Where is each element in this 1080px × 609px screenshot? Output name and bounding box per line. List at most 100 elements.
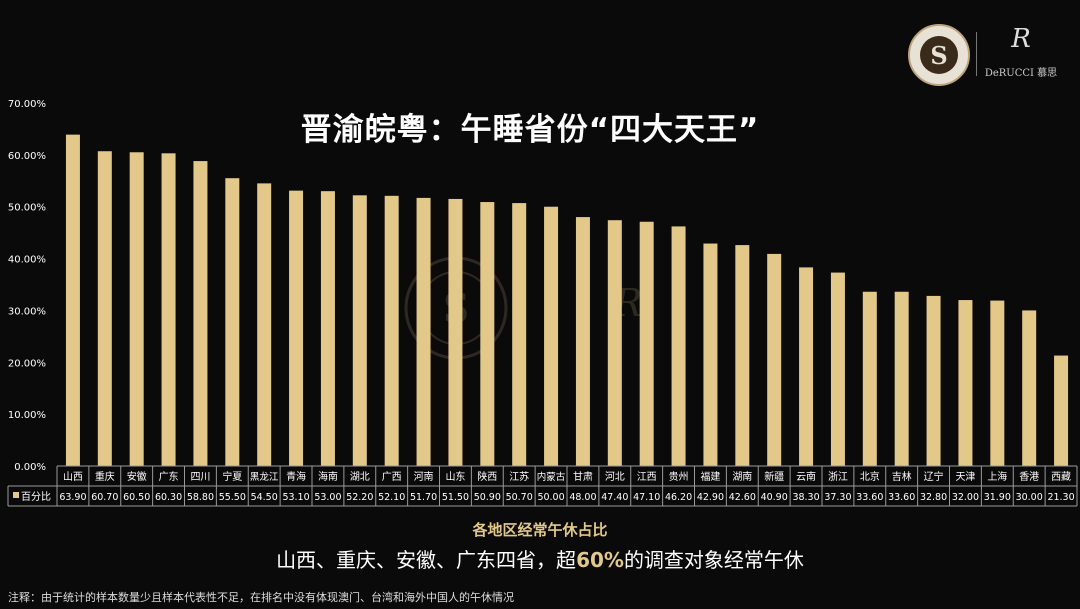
x-tick-label: 四川 — [190, 472, 210, 483]
data-label: 33.60 — [888, 492, 915, 503]
y-tick-label: 10.00% — [8, 410, 46, 421]
bars — [65, 134, 1069, 467]
data-label: 50.70 — [506, 492, 533, 503]
data-label: 60.50 — [123, 492, 150, 503]
bar — [65, 134, 80, 466]
x-tick-label: 宁夏 — [222, 470, 242, 483]
bar — [129, 152, 144, 466]
x-tick-label: 辽宁 — [924, 470, 944, 483]
bar — [703, 243, 718, 466]
data-label: 47.10 — [633, 492, 660, 503]
y-tick-label: 20.00% — [8, 358, 46, 369]
x-tick-label: 河北 — [605, 471, 625, 483]
bar — [352, 195, 367, 466]
page-title: 晋渝皖粤：午睡省份“四大天王” — [300, 112, 760, 148]
data-label: 38.30 — [792, 492, 819, 503]
data-label: 30.00 — [1016, 492, 1043, 503]
data-label: 60.30 — [155, 492, 182, 503]
x-tick-label: 上海 — [987, 470, 1007, 483]
x-tick-label: 山东 — [445, 470, 465, 483]
data-label: 54.50 — [251, 492, 278, 503]
bar — [958, 300, 973, 466]
bar — [1022, 310, 1037, 466]
x-tick-label: 山西 — [63, 471, 83, 483]
x-tick-label: 内蒙古 — [537, 471, 566, 483]
legend-label: 百分比 — [21, 491, 51, 503]
bar — [257, 183, 272, 466]
data-label: 21.30 — [1047, 492, 1074, 503]
chart-subtitle: 各地区经常午休占比 — [472, 521, 608, 539]
data-label: 48.00 — [569, 492, 596, 503]
bar — [830, 272, 845, 466]
data-label: 52.20 — [346, 492, 373, 503]
data-label: 51.70 — [410, 492, 437, 503]
conclusion-highlight: 60% — [576, 548, 624, 572]
bar — [575, 217, 590, 466]
legend-swatch — [13, 492, 19, 498]
y-tick-label: 60.00% — [8, 151, 46, 162]
bar — [320, 191, 335, 466]
data-label: 46.20 — [665, 492, 692, 503]
x-tick-label: 浙江 — [828, 471, 848, 483]
data-label: 53.10 — [282, 492, 309, 503]
bar — [416, 197, 431, 467]
x-tick-label: 云南 — [796, 470, 816, 483]
data-label: 40.90 — [761, 492, 788, 503]
x-tick-label: 陕西 — [477, 470, 497, 483]
x-tick-label: 西藏 — [1051, 471, 1071, 483]
data-label: 32.00 — [952, 492, 979, 503]
data-label: 42.90 — [697, 492, 724, 503]
x-tick-label: 黑龙江 — [250, 471, 279, 483]
data-label: 50.90 — [474, 492, 501, 503]
bar — [767, 253, 782, 466]
data-label: 37.30 — [824, 492, 851, 503]
bar — [990, 300, 1005, 466]
bar — [161, 153, 176, 466]
logo-divider — [976, 32, 977, 76]
x-tick-label: 河南 — [414, 470, 434, 483]
data-label: 47.40 — [601, 492, 628, 503]
bar — [480, 202, 495, 466]
bar — [512, 203, 527, 466]
brand-name: DeRUCCI 慕思 — [984, 68, 1058, 79]
bar — [225, 178, 240, 466]
bar — [735, 245, 750, 466]
data-label: 31.90 — [984, 492, 1011, 503]
y-tick-label: 0.00% — [14, 462, 46, 473]
x-tick-label: 江苏 — [509, 470, 529, 483]
x-tick-label: 重庆 — [95, 470, 115, 483]
x-tick-label: 海南 — [318, 470, 338, 483]
data-label: 60.70 — [91, 492, 118, 503]
x-tick-label: 江西 — [637, 471, 657, 483]
sleep-research-seal-icon: S — [908, 24, 970, 86]
data-label: 42.60 — [729, 492, 756, 503]
bar — [289, 190, 304, 467]
x-tick-label: 吉林 — [892, 470, 912, 483]
data-label: 55.50 — [219, 492, 246, 503]
bar — [671, 226, 686, 466]
bar — [448, 198, 463, 466]
bar — [384, 195, 399, 466]
bar — [799, 267, 814, 466]
bar — [97, 151, 112, 466]
x-tick-label: 香港 — [1019, 471, 1039, 483]
bar — [862, 291, 877, 466]
bar — [639, 221, 654, 466]
data-label: 58.80 — [187, 492, 214, 503]
x-tick-label: 甘肃 — [573, 470, 593, 483]
data-label: 52.10 — [378, 492, 405, 503]
x-tick-label: 湖南 — [732, 470, 752, 483]
y-tick-label: 50.00% — [8, 203, 46, 214]
x-tick-label: 天津 — [955, 471, 975, 483]
logo: S R DeRUCCI 慕思 — [908, 18, 1058, 90]
y-tick-label: 30.00% — [8, 306, 46, 317]
x-tick-label: 贵州 — [669, 470, 689, 483]
bar — [926, 295, 941, 466]
x-tick-label: 湖北 — [350, 471, 370, 483]
conclusion-text: 山西、重庆、安徽、广东四省，超60%的调查对象经常午休 — [0, 544, 1080, 573]
bar — [894, 291, 909, 466]
x-tick-label: 福建 — [700, 470, 720, 483]
data-label: 53.00 — [314, 492, 341, 503]
